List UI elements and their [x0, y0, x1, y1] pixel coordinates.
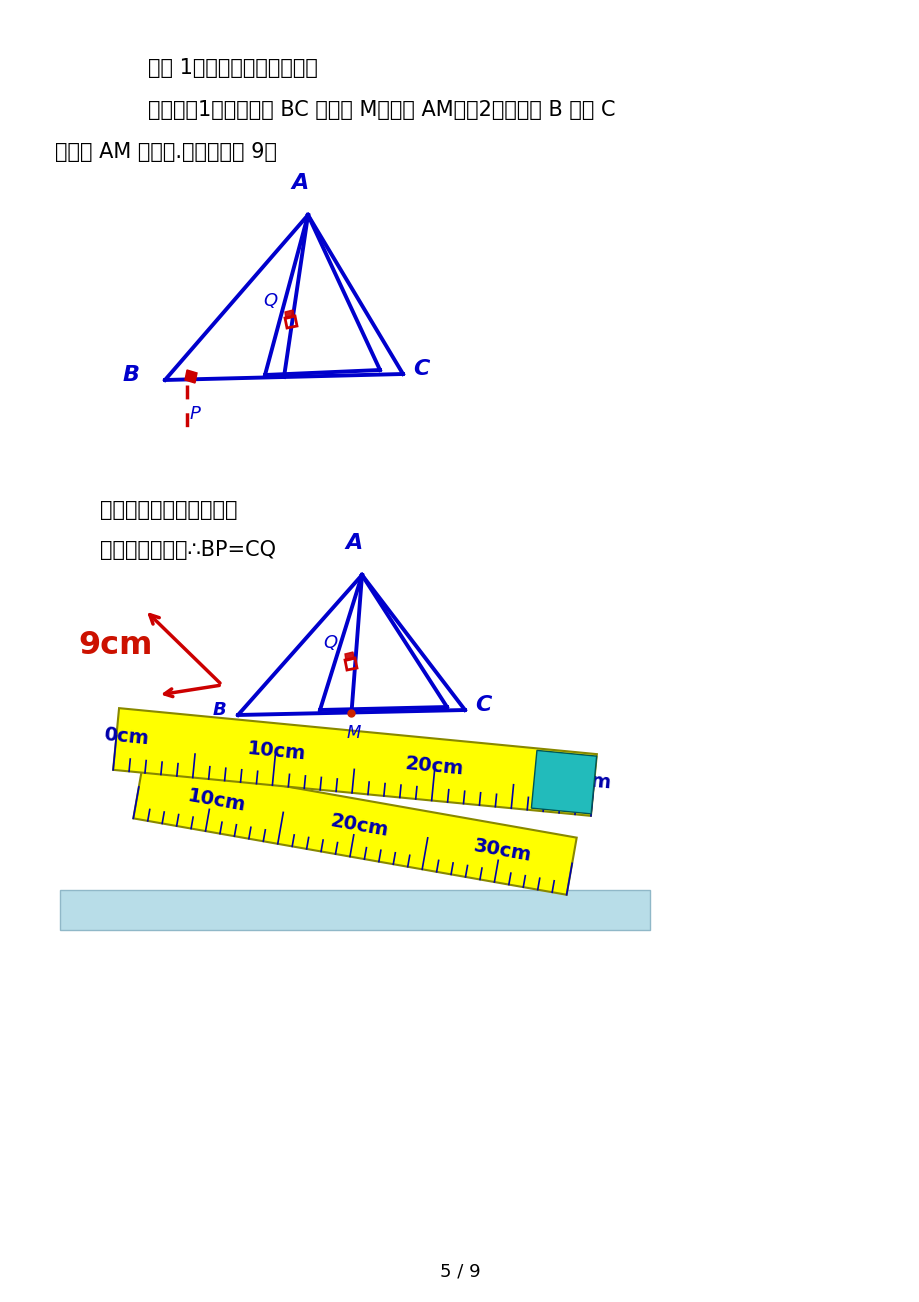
Polygon shape	[133, 762, 576, 894]
Polygon shape	[60, 891, 650, 930]
Text: C: C	[474, 695, 491, 715]
Text: B: B	[123, 365, 140, 385]
Text: 30cm: 30cm	[551, 768, 612, 793]
Text: Q: Q	[323, 634, 336, 652]
Text: 师生共同讨论解答如下：: 师生共同讨论解答如下：	[100, 500, 237, 519]
Text: M: M	[346, 724, 360, 742]
Polygon shape	[285, 310, 294, 319]
Text: 20cm: 20cm	[403, 754, 464, 779]
Polygon shape	[345, 652, 354, 661]
Text: 解：如图所示：∴BP=CQ: 解：如图所示：∴BP=CQ	[100, 540, 276, 560]
Text: 10cm: 10cm	[246, 740, 306, 763]
Polygon shape	[531, 750, 596, 814]
Text: Q: Q	[263, 292, 277, 310]
Text: 如图，（1）画出线段 BC 的中点 M，连结 AM；（2）比较点 B 与点 C: 如图，（1）画出线段 BC 的中点 M，连结 AM；（2）比较点 B 与点 C	[148, 100, 615, 120]
Polygon shape	[113, 708, 596, 816]
Text: 0cm: 0cm	[102, 725, 149, 749]
Text: 考点 1：画出点到直线的距离: 考点 1：画出点到直线的距离	[148, 59, 318, 78]
Text: 20cm: 20cm	[329, 811, 390, 840]
Text: 10cm: 10cm	[186, 786, 247, 815]
Text: A: A	[345, 533, 362, 553]
Text: B: B	[212, 700, 226, 719]
Text: 9cm: 9cm	[78, 630, 153, 661]
Text: C: C	[413, 359, 429, 379]
Text: A: A	[291, 173, 308, 193]
Text: P: P	[190, 405, 200, 423]
Polygon shape	[185, 370, 197, 383]
Text: 30cm: 30cm	[471, 837, 533, 866]
Text: 5 / 9: 5 / 9	[439, 1262, 480, 1280]
Text: 到直线 AM 的距离.（出示课件 9）: 到直线 AM 的距离.（出示课件 9）	[55, 142, 277, 161]
